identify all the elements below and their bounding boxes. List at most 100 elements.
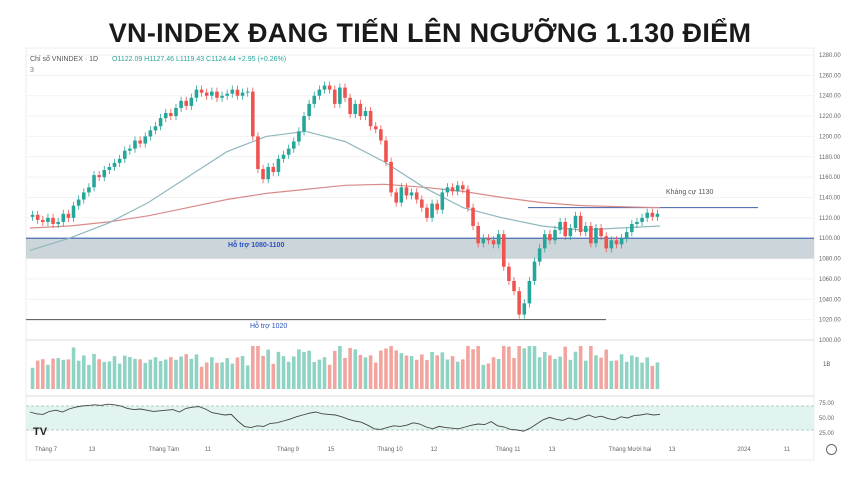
- price-tick-label: 1020.00: [819, 318, 841, 324]
- volume-bar: [583, 360, 588, 389]
- candle: [466, 185, 470, 212]
- volume-bar: [368, 355, 373, 389]
- time-tick-label: Tháng 11: [496, 447, 522, 453]
- candle-body: [261, 169, 265, 180]
- candle: [527, 276, 532, 308]
- volume-bar: [117, 363, 122, 389]
- candle: [179, 96, 183, 112]
- indicator-count[interactable]: 3: [30, 67, 34, 74]
- price-tick-label: 1220.00: [819, 114, 841, 120]
- candle-body: [604, 236, 609, 249]
- price-tick-label: 1040.00: [819, 297, 841, 303]
- candle-body: [56, 221, 60, 224]
- candle: [92, 171, 96, 192]
- gear-icon[interactable]: [826, 444, 837, 455]
- candle-body: [496, 234, 501, 245]
- candle-body: [322, 85, 327, 90]
- candle: [650, 208, 655, 221]
- candle-body: [46, 217, 50, 222]
- candle-body: [235, 89, 240, 96]
- candle-body: [548, 234, 552, 241]
- volume-bar: [517, 346, 521, 389]
- candle: [332, 85, 337, 108]
- candle: [343, 83, 347, 102]
- volume-bar: [153, 357, 158, 389]
- candle-body: [179, 100, 183, 108]
- candle: [97, 171, 101, 182]
- candle-body: [87, 187, 91, 193]
- candle-body: [107, 166, 112, 171]
- price-tick-label: 1140.00: [819, 196, 841, 202]
- candle-body: [650, 212, 655, 217]
- candle: [112, 158, 117, 172]
- candle-body: [251, 91, 255, 137]
- candle: [522, 299, 527, 319]
- volume-bar: [430, 351, 434, 389]
- candle: [450, 183, 455, 196]
- candle-body: [558, 221, 562, 231]
- candle: [425, 203, 429, 222]
- volume-bar: [245, 365, 250, 389]
- candle: [389, 157, 393, 197]
- volume-bar: [578, 346, 583, 389]
- volume-bar: [512, 357, 516, 389]
- volume-bar: [491, 357, 496, 389]
- volume-bar: [655, 362, 660, 389]
- candle: [558, 217, 562, 235]
- volume-bar: [542, 351, 547, 389]
- volume-bar: [384, 348, 388, 389]
- candle-body: [517, 291, 521, 315]
- candle: [76, 195, 81, 210]
- time-tick-label: Tháng 7: [35, 447, 58, 453]
- candle: [394, 188, 399, 207]
- candle-body: [271, 166, 276, 173]
- candle: [517, 287, 521, 319]
- price-tick-label: 1000.00: [819, 338, 841, 344]
- volume-bar: [122, 355, 127, 389]
- candle: [481, 234, 486, 248]
- candle-body: [286, 148, 291, 155]
- candle-body: [204, 92, 209, 96]
- volume-bar: [630, 355, 634, 389]
- time-tick-label: Tháng Tám: [149, 447, 180, 453]
- candle: [542, 230, 547, 253]
- volume-bar: [30, 367, 35, 389]
- candle: [373, 122, 378, 134]
- volume-bar: [81, 355, 86, 389]
- volume-axis-label: 1B: [823, 362, 830, 368]
- candle: [619, 234, 624, 249]
- candle: [107, 162, 112, 175]
- time-tick-label: Tháng 10: [377, 447, 403, 453]
- candle-body: [440, 192, 445, 210]
- volume-bar: [92, 353, 96, 389]
- candle-body: [332, 89, 337, 104]
- candle-body: [210, 91, 214, 96]
- time-tick-label: 11: [784, 447, 791, 453]
- volume-bar: [41, 359, 45, 389]
- volume-bar: [445, 359, 450, 389]
- volume-bar: [589, 346, 593, 389]
- volume-bar: [471, 349, 475, 389]
- time-tick-label: 15: [328, 447, 335, 453]
- candle: [440, 188, 445, 214]
- candle-body: [476, 226, 480, 244]
- candle: [297, 127, 301, 146]
- candle: [455, 181, 460, 196]
- volume-bar: [276, 351, 281, 389]
- candle-body: [143, 136, 148, 144]
- volume-bar: [532, 346, 537, 389]
- volume-bar: [640, 362, 644, 389]
- volume-bar: [143, 362, 148, 389]
- candle-body: [240, 92, 245, 96]
- candle-body: [542, 234, 547, 249]
- candle-body: [445, 187, 450, 193]
- candle: [501, 230, 506, 271]
- volume-bar: [225, 358, 229, 389]
- volume-bar: [215, 362, 219, 389]
- volume-bar: [404, 355, 409, 389]
- candle: [189, 93, 194, 110]
- volume-bar: [322, 357, 327, 389]
- price-tick-label: 1060.00: [819, 277, 841, 283]
- volume-bar: [414, 359, 419, 389]
